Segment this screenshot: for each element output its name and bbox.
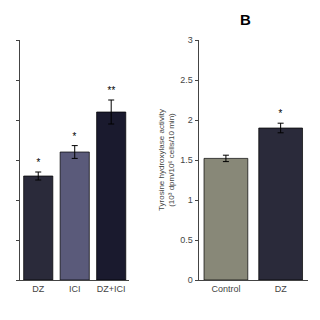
svg-text:Tyrosine hydroxylase activity(: Tyrosine hydroxylase activity(10³ dpm/10… (157, 109, 176, 211)
svg-text:*: * (278, 108, 283, 119)
svg-text:3: 3 (188, 35, 193, 45)
svg-text:2: 2 (188, 115, 193, 125)
svg-text:DZ+ICI: DZ+ICI (97, 284, 126, 294)
svg-text:1.5: 1.5 (180, 155, 193, 165)
svg-text:DZ: DZ (275, 284, 287, 294)
svg-text:Control: Control (211, 284, 240, 294)
svg-text:B: B (240, 11, 251, 28)
svg-text:2.5: 2.5 (180, 75, 193, 85)
svg-text:**: ** (107, 85, 116, 96)
svg-text:ICI: ICI (69, 284, 81, 294)
svg-text:DZ: DZ (32, 284, 44, 294)
svg-text:0.5: 0.5 (180, 235, 193, 245)
svg-text:*: * (72, 131, 77, 142)
svg-text:1: 1 (188, 195, 193, 205)
svg-text:*: * (36, 157, 41, 168)
svg-text:0: 0 (188, 275, 193, 285)
